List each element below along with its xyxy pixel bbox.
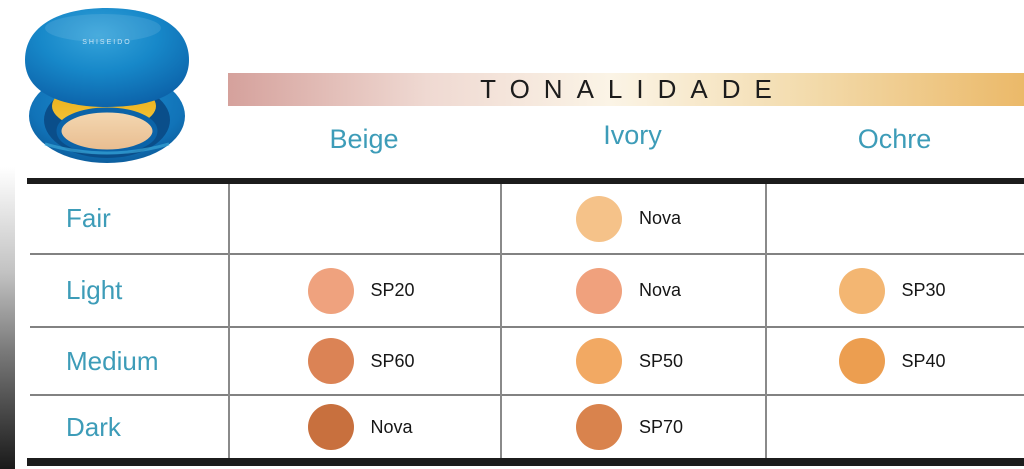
shade-label: SP40 bbox=[901, 350, 946, 371]
column-header-ochre: Ochre bbox=[857, 123, 932, 154]
shade-label: SP20 bbox=[370, 280, 415, 300]
shade-swatch bbox=[838, 338, 885, 384]
cell-medium-ivory: SP50 bbox=[501, 328, 764, 394]
cell-fair-beige bbox=[229, 184, 499, 253]
row-label-dark: Dark bbox=[66, 411, 121, 442]
shade-swatch bbox=[576, 267, 622, 314]
column-divider-1 bbox=[228, 184, 230, 458]
cell-fair-ivory: Nova bbox=[501, 184, 764, 253]
shade-label: Nova bbox=[639, 280, 682, 300]
row-divider-3 bbox=[30, 394, 1024, 396]
shade-label: SP70 bbox=[639, 416, 684, 437]
shade-label: SP30 bbox=[901, 280, 946, 300]
shade-swatch bbox=[307, 267, 354, 314]
compact-powder bbox=[56, 107, 158, 155]
cell-light-ivory: Nova bbox=[501, 255, 764, 326]
column-header-ivory: Ivory bbox=[603, 119, 662, 150]
shade-swatch bbox=[576, 195, 622, 242]
cell-light-beige: SP20 bbox=[229, 255, 499, 326]
cell-medium-ochre: SP40 bbox=[766, 328, 1024, 394]
cell-medium-beige: SP60 bbox=[229, 328, 499, 394]
cell-dark-ivory: SP70 bbox=[501, 396, 764, 458]
shade-label: Nova bbox=[370, 416, 413, 437]
column-divider-3 bbox=[765, 184, 767, 458]
cell-light-ochre: SP30 bbox=[766, 255, 1024, 326]
shade-label: SP50 bbox=[639, 350, 684, 371]
shade-label: Nova bbox=[639, 208, 682, 228]
row-divider-1 bbox=[30, 253, 1024, 255]
row-label-medium: Medium bbox=[66, 345, 159, 376]
shade-label: SP60 bbox=[370, 350, 415, 371]
cell-dark-beige: Nova bbox=[229, 396, 499, 458]
banner-title: TONALIDADE bbox=[480, 74, 786, 104]
row-label-light: Light bbox=[66, 275, 123, 305]
table-top-border bbox=[27, 178, 1024, 184]
tonalidade-banner: TONALIDADE bbox=[228, 73, 1024, 106]
cell-dark-ochre bbox=[766, 396, 1024, 458]
shade-swatch bbox=[307, 338, 354, 384]
compact-rim-highlight bbox=[44, 142, 170, 155]
shade-swatch bbox=[576, 404, 622, 450]
lid-highlight bbox=[45, 14, 161, 42]
table-bottom-border bbox=[27, 458, 1024, 466]
cell-fair-ochre bbox=[766, 184, 1024, 253]
row-label-fair: Fair bbox=[66, 203, 111, 233]
brand-text: SHISEIDO bbox=[82, 39, 131, 46]
column-divider-2 bbox=[500, 184, 502, 458]
column-header-beige: Beige bbox=[329, 123, 399, 154]
compact-lid bbox=[25, 8, 189, 107]
product-compact-image: SHISEIDO bbox=[25, 8, 189, 163]
shade-swatch bbox=[307, 404, 354, 450]
left-gradient-strip bbox=[0, 167, 15, 469]
shade-swatch bbox=[838, 267, 885, 314]
shade-swatch bbox=[576, 338, 622, 384]
row-divider-2 bbox=[30, 326, 1024, 328]
